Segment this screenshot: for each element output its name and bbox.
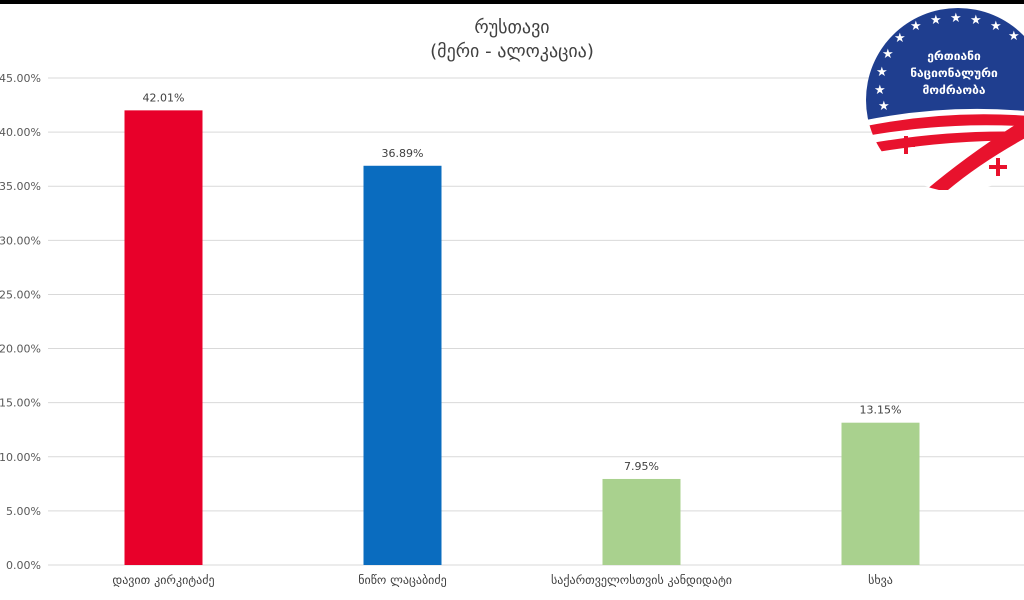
data-labels: 42.01% 36.89% 7.95% 13.15%	[143, 91, 902, 473]
svg-text:★: ★	[970, 13, 982, 28]
svg-text:★: ★	[1008, 29, 1020, 44]
y-tick-label: 40.00%	[0, 126, 41, 139]
chart-title-block: რუსთავი (მერი - ალოკაცია)	[312, 16, 712, 64]
data-label: 7.95%	[624, 460, 659, 473]
chart-subtitle: (მერი - ალოკაცია)	[430, 41, 594, 62]
bar	[841, 422, 920, 565]
logo-text-line: მოძრაობა	[922, 83, 986, 97]
party-logo: ★ ★ ★ ★ ★ ★ ★ ★ ★ ★ ★ ერთიანი ნაციონალური მოძრა…	[866, 8, 1024, 190]
svg-text:★: ★	[910, 19, 922, 34]
svg-text:★: ★	[894, 31, 906, 46]
bar	[602, 478, 681, 565]
svg-text:★: ★	[930, 13, 942, 28]
x-tick-label: დავით კირკიტაძე	[112, 573, 214, 587]
data-label: 13.15%	[860, 404, 902, 417]
data-label: 36.89%	[382, 147, 424, 160]
svg-text:★: ★	[950, 11, 962, 26]
y-tick-label: 45.00%	[0, 72, 41, 85]
y-tick-label: 5.00%	[6, 505, 41, 518]
data-label: 42.01%	[143, 91, 185, 104]
svg-text:★: ★	[876, 65, 888, 80]
party-logo-icon: ★ ★ ★ ★ ★★ ★★★ ★★	[866, 8, 1024, 190]
x-axis-ticks: დავით კირკიტაძე ნიწო ლაცაბიძე საქართველოსთ…	[112, 573, 893, 587]
svg-text:★: ★	[878, 99, 890, 114]
y-tick-label: 20.00%	[0, 343, 41, 356]
y-tick-label: 0.00%	[6, 559, 41, 572]
y-tick-label: 25.00%	[0, 288, 41, 301]
top-frame-bar	[0, 0, 1024, 4]
logo-text-line: ნაციონალური	[910, 66, 998, 80]
bars	[124, 110, 920, 565]
svg-text:★: ★	[882, 47, 894, 62]
y-axis-ticks: 0.00% 5.00% 10.00% 15.00% 20.00% 25.00% 30.00%…	[0, 72, 41, 572]
x-tick-label: ნიწო ლაცაბიძე	[358, 573, 447, 587]
logo-text: ერთიანი ნაციონალური მოძრაობა	[894, 48, 1014, 99]
y-tick-label: 15.00%	[0, 397, 41, 410]
chart-title: რუსთავი	[474, 17, 550, 38]
svg-text:★: ★	[990, 19, 1002, 34]
bar	[124, 110, 203, 565]
bar	[363, 165, 442, 565]
x-tick-label: სხვა	[868, 573, 893, 587]
x-tick-label: საქართველოსთვის კანდიდატი	[551, 573, 732, 587]
y-tick-label: 35.00%	[0, 180, 41, 193]
logo-text-line: ერთიანი	[927, 49, 981, 63]
svg-text:★: ★	[874, 83, 886, 98]
y-tick-label: 30.00%	[0, 234, 41, 247]
y-tick-label: 10.00%	[0, 451, 41, 464]
